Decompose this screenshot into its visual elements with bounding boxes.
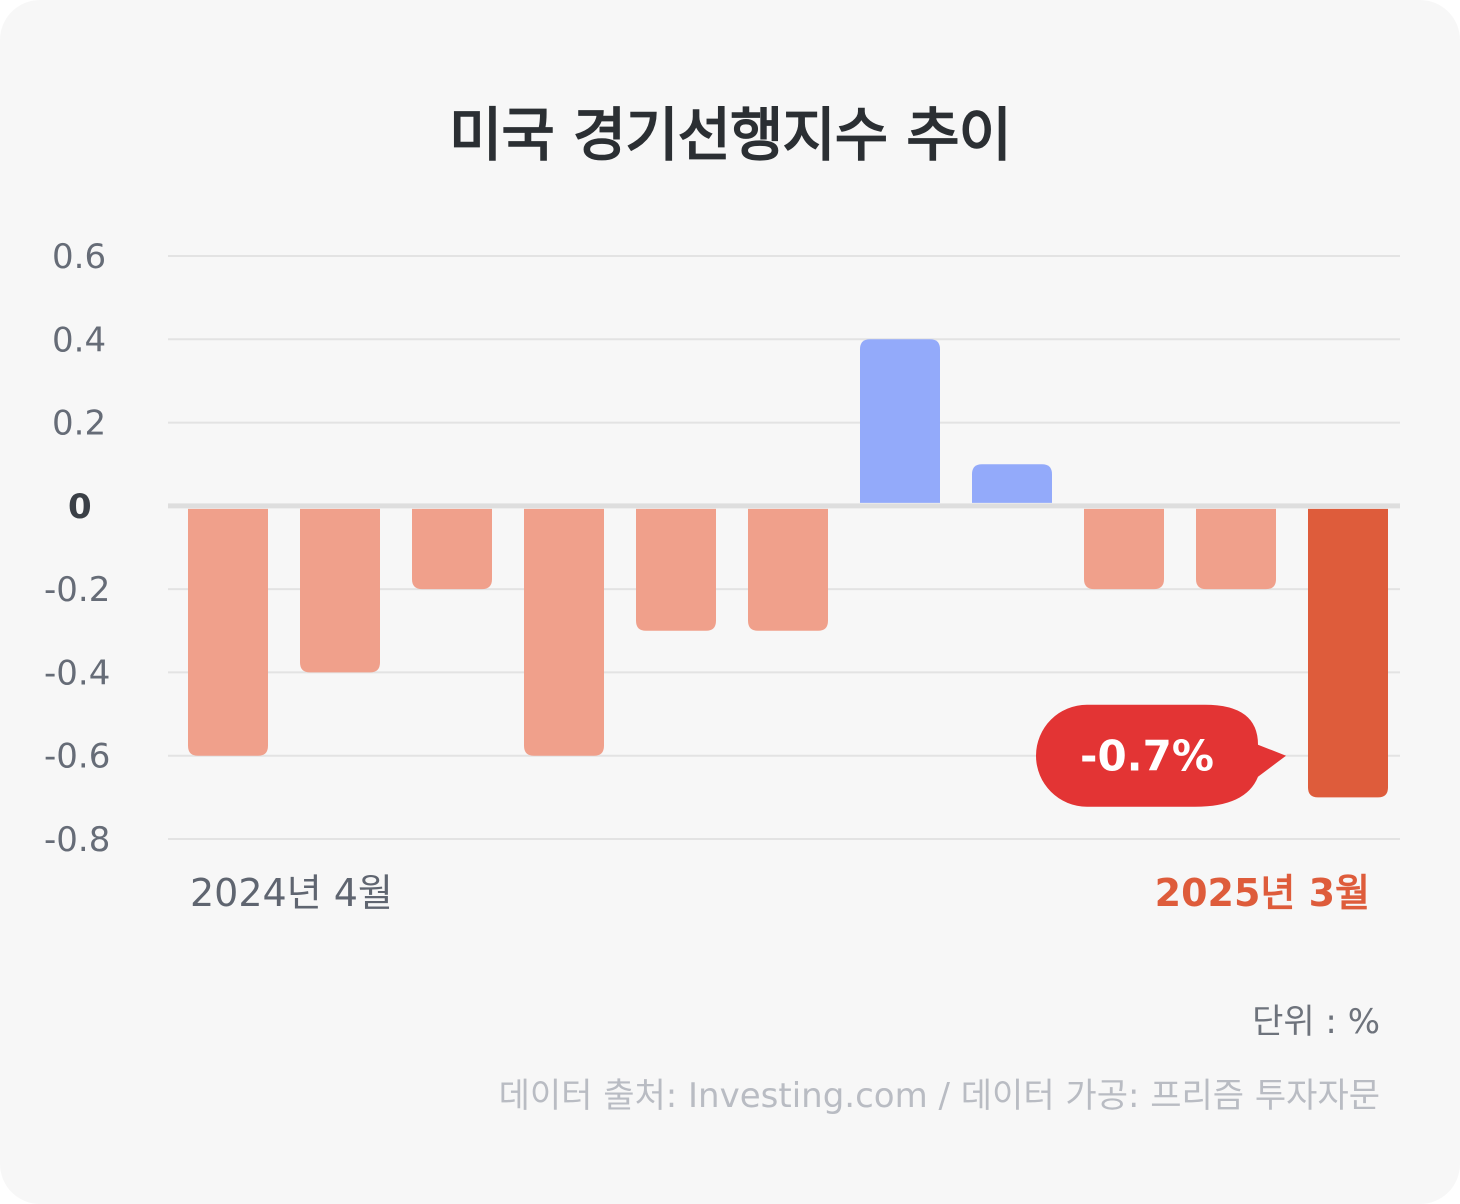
bar: [300, 508, 380, 673]
y-tick-label: 0.6: [52, 237, 106, 277]
bar: [1196, 508, 1276, 590]
bar-highlight: [1308, 508, 1388, 798]
value-callout: -0.7%: [1036, 704, 1286, 807]
y-tick-label: -0.2: [44, 570, 110, 610]
y-tick-label: -0.8: [44, 820, 110, 860]
bar: [860, 339, 940, 503]
bars: [188, 339, 1388, 798]
bar: [188, 508, 268, 756]
bar: [1084, 508, 1164, 590]
y-tick-label: 0.2: [52, 404, 106, 444]
callout-bubble: [1036, 704, 1286, 807]
bar: [524, 508, 604, 756]
x-axis-end-label: 2025년 3월: [1154, 871, 1370, 915]
source-note: 데이터 출처: Investing.com / 데이터 가공: 프리즘 투자자문: [498, 1076, 1380, 1116]
y-tick-label: 0: [68, 487, 92, 527]
chart-title: 미국 경기선행지수 추이: [449, 101, 1012, 169]
callout-label: -0.7%: [1080, 732, 1214, 781]
y-tick-label: -0.6: [44, 737, 110, 777]
y-axis-ticks: 0.6 0.4 0.2 0 -0.2 -0.4 -0.6 -0.8: [44, 237, 110, 860]
y-tick-label: 0.4: [52, 320, 106, 360]
bar: [972, 464, 1052, 503]
unit-note: 단위 : %: [1252, 1002, 1380, 1042]
y-tick-label: -0.4: [44, 653, 110, 693]
x-axis-start-label: 2024년 4월: [190, 871, 393, 915]
bar: [412, 508, 492, 590]
bar: [748, 508, 828, 631]
bar: [636, 508, 716, 631]
